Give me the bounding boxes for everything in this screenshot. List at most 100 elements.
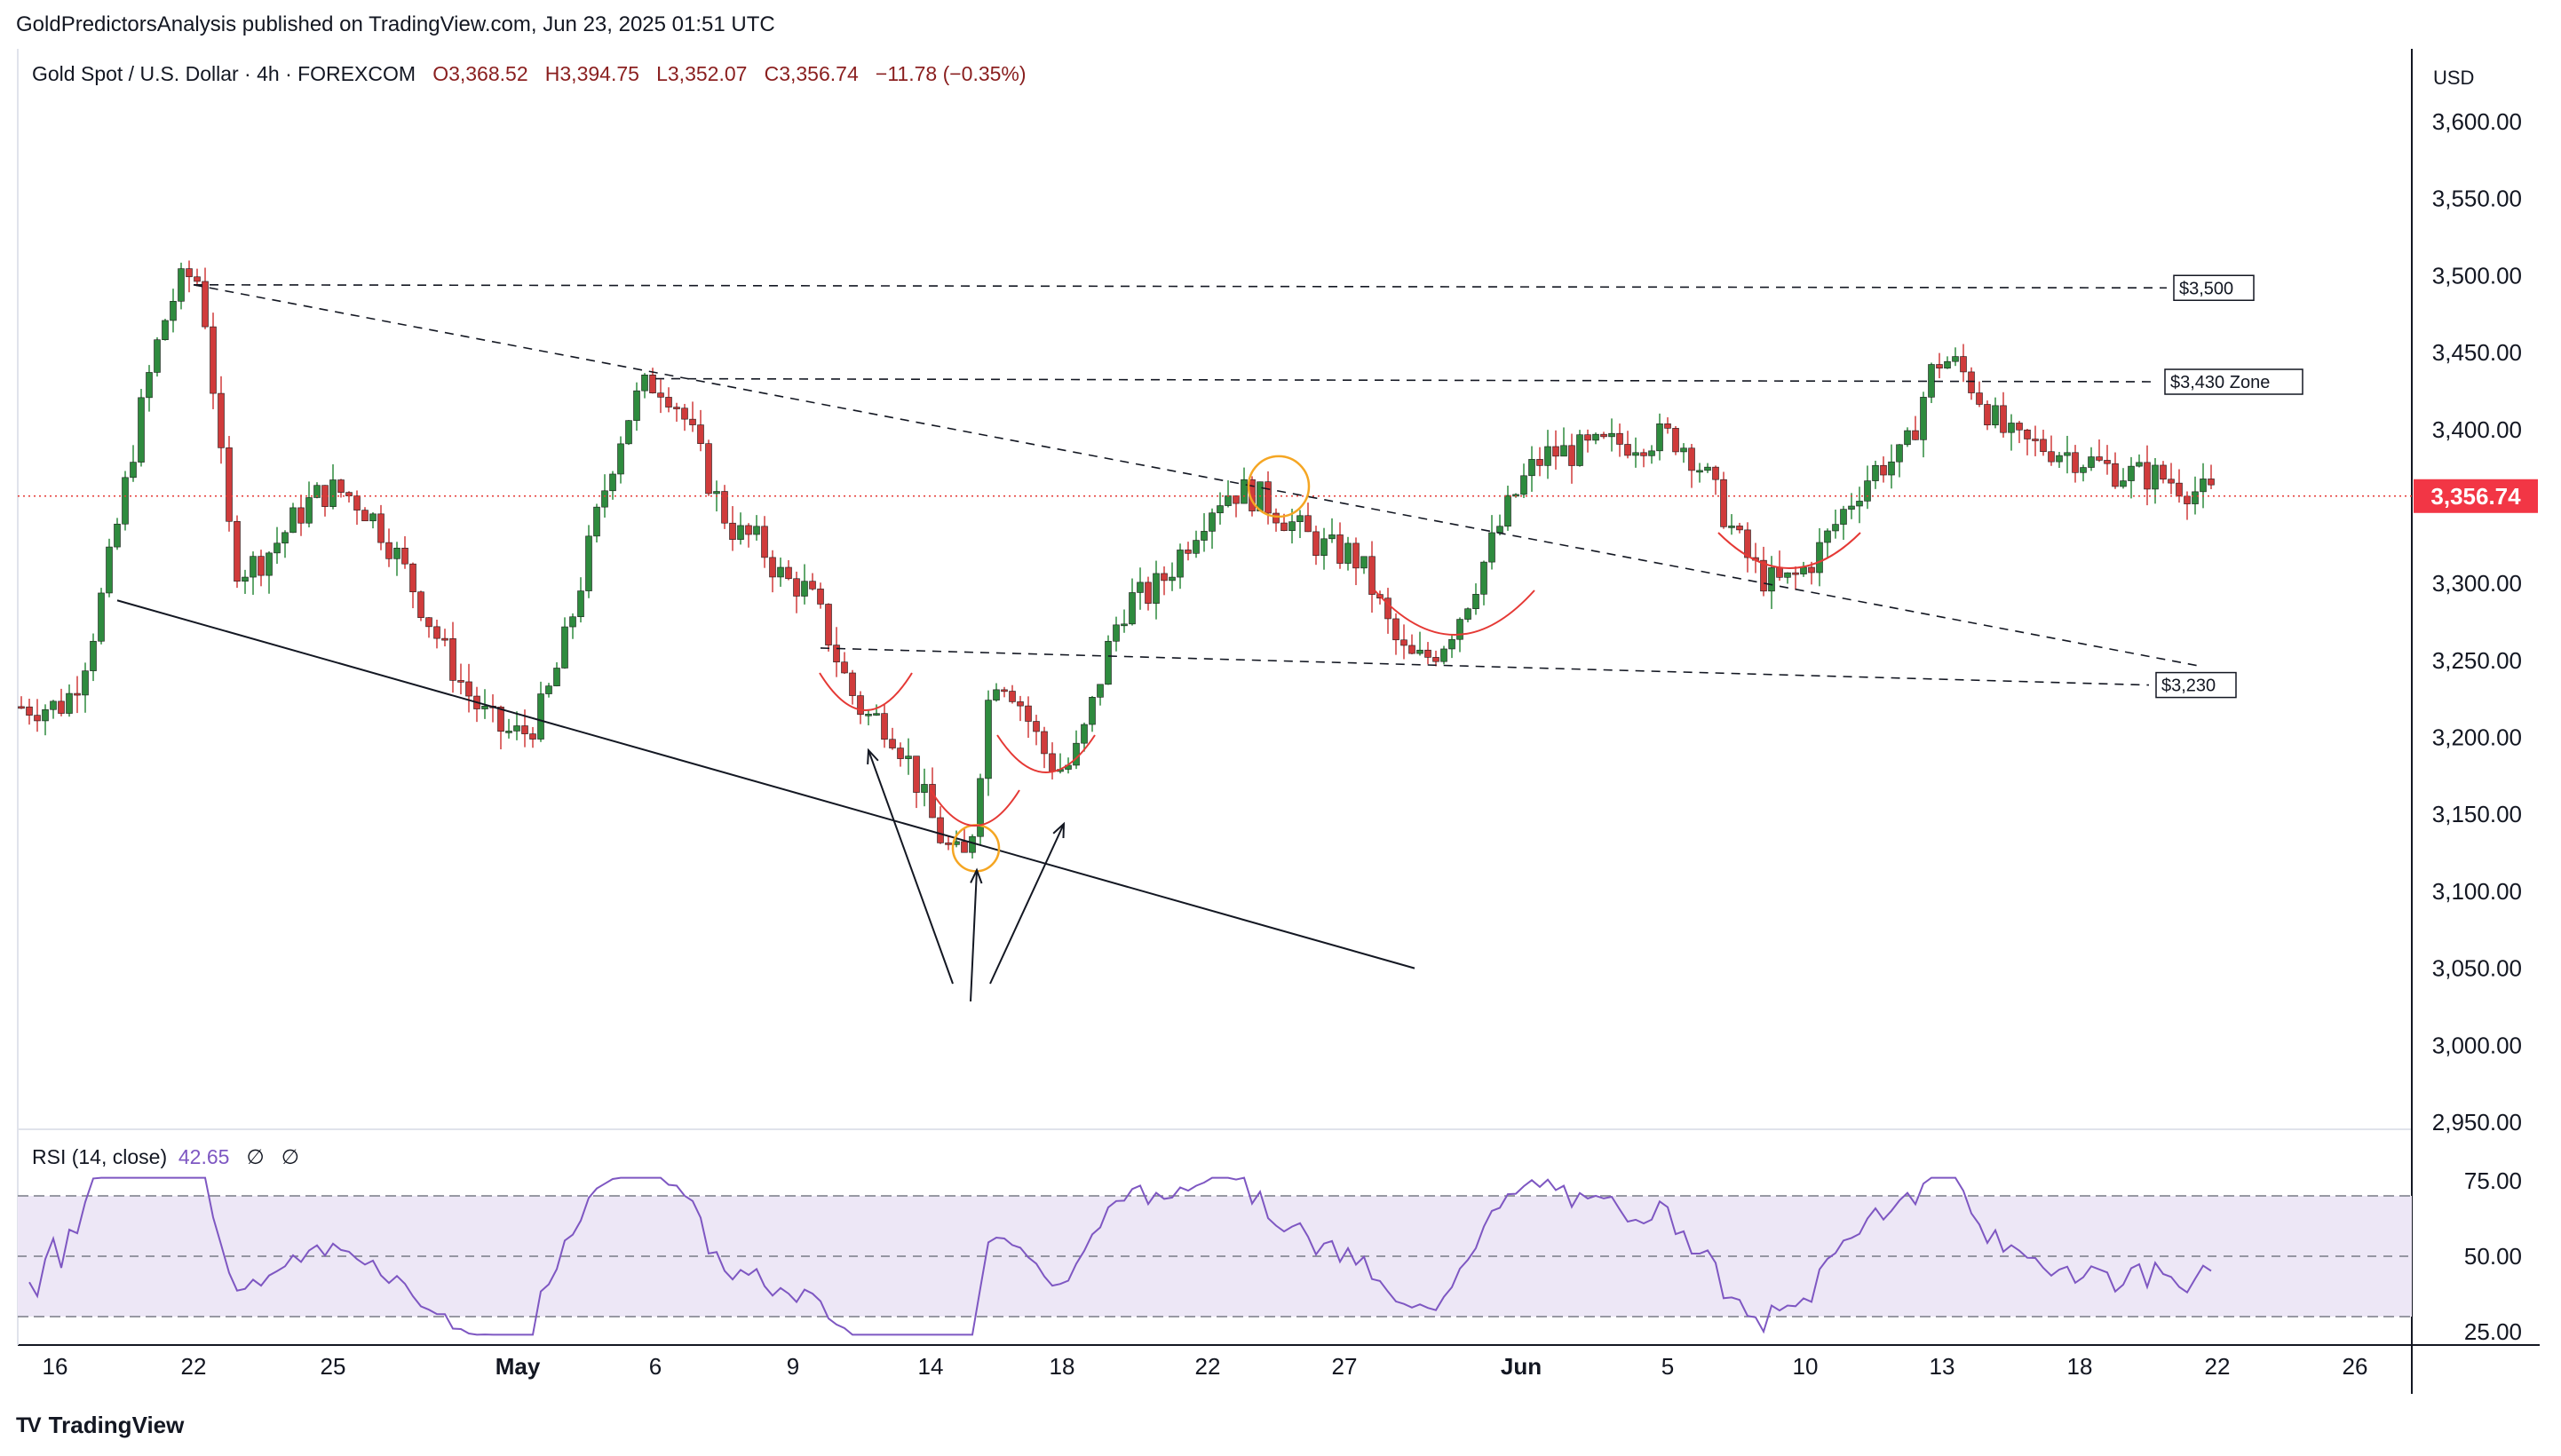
candle-body	[1552, 446, 1559, 457]
candle-body	[1936, 364, 1943, 369]
candle-body	[1528, 459, 1535, 477]
candle-body	[82, 670, 89, 696]
candle-body	[553, 668, 560, 686]
candle-body	[585, 535, 592, 591]
candle-body	[849, 672, 856, 696]
last-price-badge	[2414, 479, 2538, 513]
candle-body	[1049, 753, 1056, 772]
candle-body	[266, 552, 273, 576]
breakout-pivot-marker	[1247, 455, 1311, 518]
candle-body	[729, 522, 736, 540]
candle-body	[281, 532, 289, 544]
candle-body	[1312, 531, 1320, 556]
level-annotation-label: $3,500	[2179, 279, 2233, 298]
candle-body	[1145, 582, 1152, 604]
candle-body	[1368, 556, 1376, 595]
candle-body	[2056, 455, 2063, 463]
candle-body	[1720, 479, 1727, 527]
change-value: −11.78 (−0.35%)	[875, 62, 1027, 85]
candle-body	[226, 447, 233, 522]
candle-body	[2112, 463, 2119, 487]
price-tick-label: 3,400.00	[2432, 416, 2522, 443]
bottom-arc	[819, 672, 913, 711]
rsi-extra-1: ∅	[246, 1145, 265, 1168]
candle-body	[2000, 405, 2007, 433]
level-annotation-box	[2164, 368, 2303, 395]
candle-body	[1352, 542, 1360, 569]
currency-label: USD	[2433, 67, 2474, 89]
symbol-legend: Gold Spot / U.S. Dollar · 4h · FOREXCOM …	[32, 62, 1027, 86]
candle-body	[1992, 405, 1999, 426]
candle-body	[2088, 456, 2095, 468]
rsi-label[interactable]: RSI (14, close)	[32, 1145, 168, 1168]
candle-body	[1872, 464, 1879, 481]
time-tick-label: May	[496, 1353, 541, 1380]
candle-body	[657, 392, 664, 398]
candle-body	[42, 708, 49, 722]
candle-body	[2176, 482, 2183, 497]
candle-body	[1209, 512, 1216, 532]
candle-body	[409, 563, 416, 593]
candle-body	[90, 640, 97, 671]
candle-body	[130, 462, 137, 479]
candle-body	[1009, 691, 1016, 702]
candle-body	[1440, 648, 1447, 662]
candle-body	[194, 276, 201, 282]
price-tick-label: 2,950.00	[2432, 1109, 2522, 1136]
candle-body	[337, 479, 345, 493]
candle-body	[1464, 608, 1471, 620]
candle-body	[1768, 567, 1775, 592]
candle-body	[577, 590, 584, 618]
time-tick-label: 22	[2205, 1353, 2231, 1380]
open-value: O3,368.52	[432, 62, 528, 85]
candle-body	[1201, 531, 1208, 541]
candle-body	[1296, 515, 1304, 522]
candle-body	[1185, 550, 1192, 554]
candle-body	[609, 473, 616, 492]
candle-body	[1177, 550, 1184, 578]
candle-body	[937, 817, 944, 843]
pattern-arrow-head	[1052, 821, 1066, 839]
tradingview-brand[interactable]: TV TradingView	[16, 1412, 184, 1439]
symbol-name[interactable]: Gold Spot / U.S. Dollar · 4h · FOREXCOM	[32, 62, 416, 85]
candle-body	[26, 706, 33, 716]
time-tick-label: 9	[787, 1353, 799, 1380]
time-tick-label: 26	[2343, 1353, 2368, 1380]
candle-body	[1129, 592, 1136, 625]
price-tick-label: 3,600.00	[2432, 108, 2522, 135]
candle-body	[170, 301, 177, 321]
candle-body	[809, 581, 816, 590]
candle-body	[641, 375, 648, 392]
tradingview-logo-icon: TV	[16, 1412, 42, 1437]
time-tick-label: Jun	[1501, 1353, 1542, 1380]
candle-body	[66, 692, 73, 714]
candle-body	[785, 566, 792, 580]
support-channel-line	[116, 599, 1415, 969]
candle-body	[218, 392, 225, 448]
candle-body	[681, 408, 688, 420]
candle-body	[1097, 684, 1104, 698]
candle-body	[305, 497, 313, 524]
price-tick-label: 3,000.00	[2432, 1032, 2522, 1058]
candle-body	[1656, 423, 1663, 452]
pattern-arrow-head	[970, 867, 983, 884]
candle-body	[2144, 462, 2151, 490]
price-tick-label: 3,150.00	[2432, 801, 2522, 827]
rsi-line	[28, 1176, 2212, 1336]
candle-body	[1520, 475, 1527, 495]
price-tick-label: 3,500.00	[2432, 262, 2522, 289]
candle-body	[234, 520, 241, 582]
candle-body	[98, 592, 105, 642]
candle-body	[881, 713, 888, 740]
candle-body	[889, 739, 896, 748]
candle-body	[457, 680, 464, 683]
price-tick-label: 3,200.00	[2432, 724, 2522, 751]
candle-body	[1504, 495, 1511, 527]
candle-body	[1776, 567, 1783, 578]
candle-body	[2040, 439, 2047, 453]
candle-body	[1912, 430, 1919, 440]
candle-body	[122, 477, 129, 525]
rsi-band	[18, 1196, 2412, 1317]
candle-body	[601, 490, 608, 508]
